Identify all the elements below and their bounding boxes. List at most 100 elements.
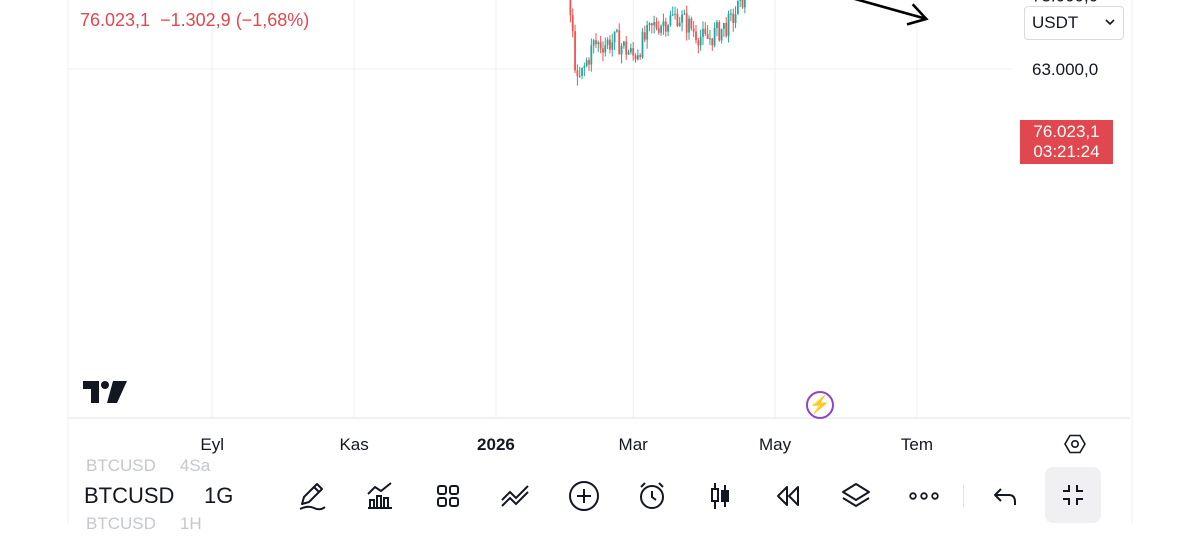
candle: [585, 57, 588, 68]
tradingview-logo-icon[interactable]: [83, 381, 127, 408]
time-tick-label: Mar: [619, 435, 649, 454]
candle: [643, 25, 646, 43]
price-axis: 63.000,073.000,085.000,0100.000,0120.000…: [1032, 0, 1098, 79]
axis-settings-icon[interactable]: [1064, 433, 1086, 460]
candle: [725, 17, 728, 38]
candle: [571, 8, 574, 38]
more-icon[interactable]: [906, 478, 942, 514]
indicators-icon[interactable]: [362, 478, 398, 514]
alert-clock-icon[interactable]: [634, 478, 670, 514]
price-change-value: −1.302,9: [160, 10, 231, 30]
candle: [616, 28, 618, 33]
time-tick-label: Tem: [901, 435, 933, 454]
candle: [674, 6, 676, 20]
candle: [574, 24, 576, 74]
interval-selector[interactable]: 1G: [204, 483, 234, 508]
candle: [592, 39, 595, 54]
toolbar-divider: [963, 485, 964, 507]
time-tick-label: 2026: [477, 435, 515, 454]
candle: [622, 40, 625, 49]
candle: [583, 62, 586, 77]
bar-countdown: 03:21:24: [1033, 142, 1100, 161]
line-tools-icon[interactable]: [498, 478, 534, 514]
candle: [699, 29, 702, 51]
symbol-ghost-below: BTCUSD 1H: [86, 514, 202, 533]
candle: [688, 15, 690, 40]
candle: [690, 16, 693, 31]
lightning-icon[interactable]: ⚡: [806, 391, 834, 419]
trendline-arrow: [853, 0, 929, 26]
candle: [653, 15, 656, 34]
currency-select[interactable]: USDT: [1024, 6, 1124, 40]
candle: [702, 21, 704, 46]
price-change-percent: (−1,68%): [235, 10, 310, 30]
candle: [578, 66, 581, 78]
candle: [576, 64, 579, 86]
candle: [606, 37, 609, 50]
candle: [723, 22, 725, 37]
candle: [581, 67, 583, 80]
candle: [704, 22, 707, 37]
candle: [718, 20, 721, 42]
last-price-tag-value: 76.023,1: [1033, 122, 1100, 141]
candle: [743, 0, 746, 14]
currency-value: USDT: [1032, 13, 1079, 32]
candle: [695, 24, 697, 44]
candle: [660, 24, 663, 36]
last-price-tag: 76.023,1 03:21:24: [1020, 120, 1113, 164]
candle: [671, 6, 674, 16]
time-tick-label: Eyl: [200, 435, 224, 454]
candle: [648, 22, 651, 32]
candle: [611, 33, 614, 57]
candle: [655, 17, 658, 31]
candle: [627, 49, 630, 56]
layers-icon[interactable]: [838, 478, 874, 514]
candle-type-icon[interactable]: [702, 478, 738, 514]
time-axis: Eyl Kas 2026 Mar May Tem: [200, 435, 933, 454]
candle: [590, 38, 593, 72]
candle: [734, 6, 737, 29]
layout-grid-icon[interactable]: [430, 478, 466, 514]
candle: [636, 49, 639, 61]
candle: [729, 9, 732, 22]
exit-fullscreen-icon: [1063, 485, 1083, 505]
candle: [602, 41, 604, 62]
candle: [664, 17, 667, 37]
candle: [604, 37, 607, 57]
candle: [683, 9, 686, 15]
symbol-selector[interactable]: BTCUSD: [84, 483, 175, 508]
candle: [697, 37, 700, 54]
chevron-down-icon: [1105, 15, 1115, 32]
candle: [720, 28, 723, 44]
candle: [732, 8, 735, 32]
candle: [595, 33, 597, 49]
exit-fullscreen-button[interactable]: [1045, 467, 1101, 523]
candle: [632, 41, 635, 61]
time-tick-label: May: [759, 435, 792, 454]
replay-icon[interactable]: [770, 478, 806, 514]
candle: [706, 25, 709, 40]
candle-series: [569, 0, 746, 86]
candle: [669, 10, 672, 27]
candle: [692, 21, 695, 38]
candle: [727, 10, 730, 43]
candle: [739, 0, 742, 8]
add-icon[interactable]: [566, 478, 602, 514]
candle: [736, 0, 739, 15]
candle: [629, 43, 632, 55]
candle: [620, 43, 623, 64]
candle: [716, 20, 718, 37]
pen-drawing-icon[interactable]: [294, 478, 330, 514]
candle: [625, 35, 628, 60]
candle: [646, 20, 649, 49]
last-price-value: 76.023,1: [80, 10, 151, 30]
chart-grid: [67, 0, 1133, 525]
candle: [618, 23, 621, 55]
candle: [641, 28, 644, 59]
undo-icon[interactable]: [987, 478, 1023, 514]
candle: [662, 13, 665, 35]
candle: [709, 29, 711, 45]
drawing-annotations: [853, 0, 929, 26]
candle: [650, 22, 653, 34]
